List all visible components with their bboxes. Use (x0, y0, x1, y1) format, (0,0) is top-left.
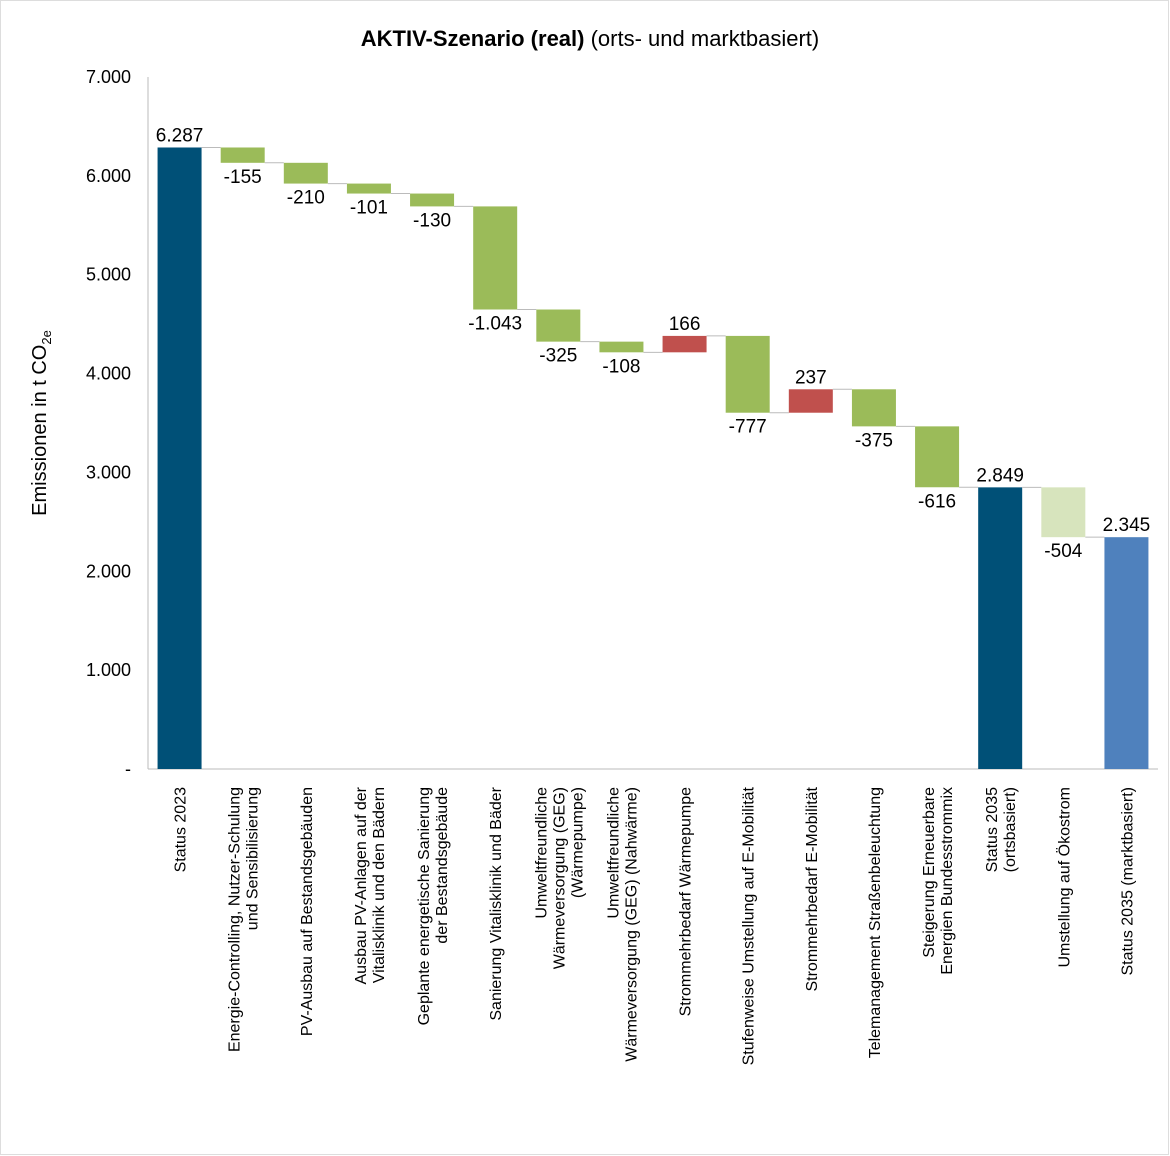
x-tick-label: (ortsbasiert) (1002, 787, 1019, 872)
x-tick-label: Status 2035 (marktbasiert) (1119, 787, 1136, 976)
x-tick-label: Sanierung Vitalisklinik und Bäder (488, 786, 505, 1020)
value-label: -130 (413, 210, 451, 231)
y-tick-label: 4.000 (86, 364, 131, 384)
value-label: 166 (669, 314, 701, 335)
y-tick-label: - (125, 759, 131, 779)
value-label: -777 (729, 417, 767, 438)
bar (662, 335, 707, 353)
y-tick-label: 2.000 (86, 561, 131, 581)
x-tick-label: Status 2035 (984, 787, 1001, 873)
bar (283, 162, 328, 184)
x-tick-label: Steigerung Erneuerbare (921, 787, 938, 958)
value-label: -375 (855, 430, 893, 451)
x-tick-label: Umstellung auf Ökostrom (1055, 787, 1073, 968)
x-tick-label: Geplante energetische Sanierung (416, 787, 433, 1025)
y-tick-label: 7.000 (86, 67, 131, 87)
y-axis-label-sub: 2e (39, 330, 54, 344)
value-label: -101 (350, 198, 388, 219)
bar (599, 341, 644, 353)
bar (915, 426, 960, 488)
value-label: -108 (602, 356, 640, 377)
bar (851, 389, 896, 427)
chart-subtitle: (orts- und marktbasiert) (591, 26, 820, 51)
bar (788, 389, 833, 413)
x-tick-label: Vitalisklinik und den Bädern (371, 787, 388, 983)
x-tick-label: Telemanagement Straßenbeleuchtung (867, 787, 884, 1058)
value-label: -1.043 (468, 314, 522, 335)
bar (346, 183, 391, 194)
x-tick-label: Status 2023 (173, 787, 190, 873)
y-axis-label: Emissionen in t CO2e (29, 330, 54, 516)
bar (978, 487, 1023, 769)
bar (725, 335, 770, 413)
y-axis-label-main: Emissionen in t CO (29, 345, 51, 516)
y-tick-label: 3.000 (86, 462, 131, 482)
x-tick-label: Wärmeversorgung (GEG) (551, 787, 568, 969)
y-tick-label: 1.000 (86, 660, 131, 680)
x-tick-label: Ausbau PV-Anlagen auf der (353, 786, 370, 984)
value-label: 6.287 (156, 125, 204, 146)
value-label: 2.345 (1103, 515, 1151, 536)
x-tick-label: Energie-Controlling, Nutzer-Schulung (227, 787, 244, 1052)
x-tick-label: Strommehrbedarf Wärmepumpe (678, 787, 695, 1017)
value-label: -616 (918, 491, 956, 512)
x-tick-label: PV-Ausbau auf Bestandsgebäuden (299, 787, 316, 1036)
value-label: 237 (795, 367, 827, 388)
value-label: -155 (224, 167, 262, 188)
x-tick-label: Energien Bundesstrommix (939, 787, 956, 975)
x-tick-label: und Sensibilisierung (245, 787, 262, 930)
bar (410, 193, 455, 207)
bar (220, 147, 265, 163)
value-label: -504 (1044, 541, 1082, 562)
x-tick-label: Umweltfreundliche (533, 787, 550, 919)
bar (473, 206, 518, 310)
chart-title: AKTIV-Szenario (real) (361, 26, 585, 51)
y-tick-label: 5.000 (86, 265, 131, 285)
x-tick-label: Wärmeversorgung (GEG) (Nahwärme) (623, 787, 640, 1062)
x-tick-label: der Bestandsgebäude (434, 787, 451, 944)
value-label: -210 (287, 188, 325, 209)
y-tick-label: 6.000 (86, 166, 131, 186)
x-tick-label: (Wärmepumpe) (569, 787, 586, 898)
value-label: 2.849 (976, 465, 1024, 486)
x-tick-label: Strommehrbedarf E-Mobilität (804, 786, 821, 991)
x-tick-label: Stufenweise Umstellung auf E-Mobilität (741, 786, 758, 1065)
bar (1041, 487, 1086, 538)
bar (1104, 537, 1149, 769)
x-tick-label: Umweltfreundliche (605, 787, 622, 919)
bar (157, 147, 202, 770)
value-label: -325 (539, 346, 577, 367)
bar (536, 309, 581, 342)
chart-title-group: AKTIV-Szenario (real) (orts- und marktba… (361, 26, 819, 51)
